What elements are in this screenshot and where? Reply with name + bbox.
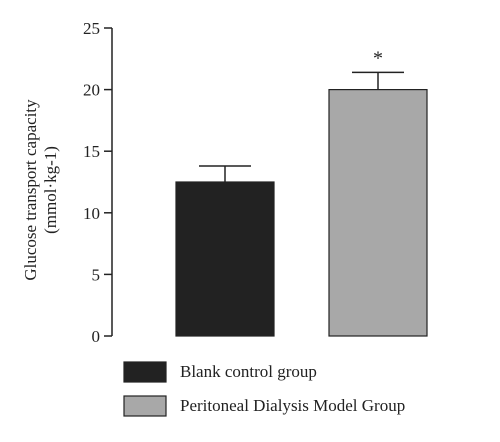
- y-axis-label-line2: (mmol·kg-1): [41, 146, 60, 234]
- y-axis: 0 5 10 15 20 25: [83, 19, 113, 346]
- legend-label: Peritoneal Dialysis Model Group: [180, 396, 405, 415]
- y-tick-label: 25: [83, 19, 100, 38]
- bar: [328, 88, 428, 337]
- y-axis-label-line1: Glucose transport capacity: [21, 99, 40, 281]
- bars: *: [175, 47, 428, 337]
- y-tick-label: 20: [83, 81, 100, 100]
- y-tick-label: 10: [83, 204, 100, 223]
- y-tick-label: 5: [92, 265, 101, 284]
- y-tick-label: 15: [83, 142, 100, 161]
- legend: Blank control group Peritoneal Dialysis M…: [123, 361, 405, 417]
- significance-marker: *: [373, 47, 383, 69]
- legend-swatch: [123, 395, 167, 417]
- legend-label: Blank control group: [180, 362, 317, 381]
- legend-swatch: [123, 361, 167, 383]
- bar: [175, 181, 275, 337]
- y-tick-label: 0: [92, 327, 101, 346]
